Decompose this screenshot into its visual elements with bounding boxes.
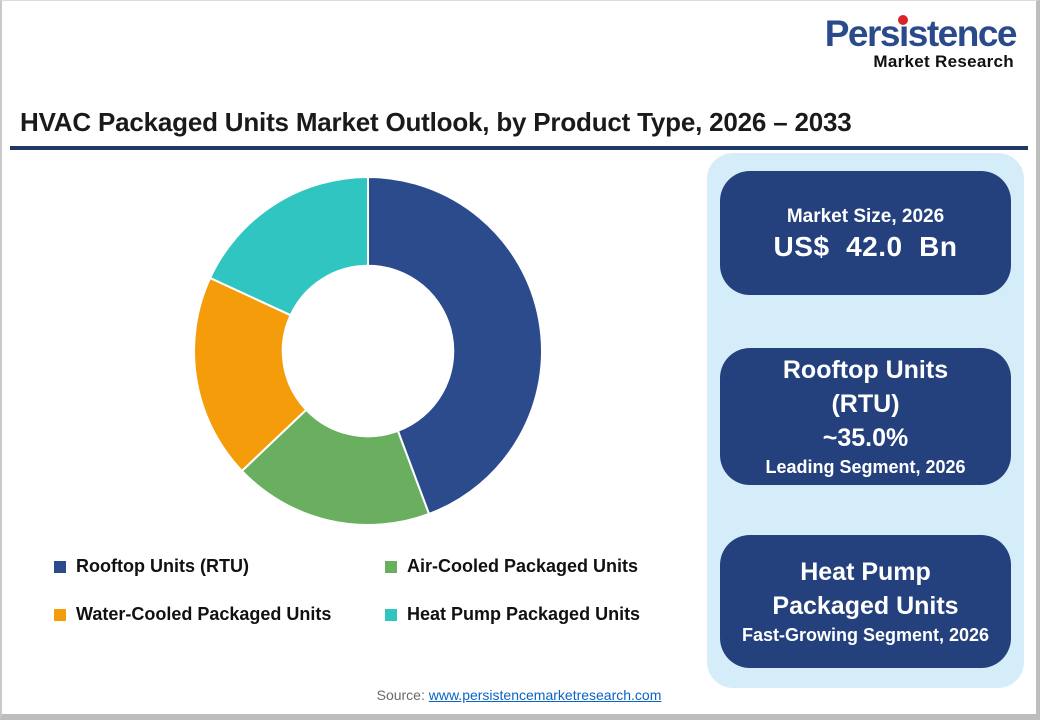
leading-segment-abbr: (RTU) (831, 390, 900, 418)
legend-item-water-cooled: Water-Cooled Packaged Units (54, 603, 385, 625)
chart-legend: Rooftop Units (RTU) Air-Cooled Packaged … (54, 555, 640, 625)
legend-swatch-icon (385, 560, 397, 573)
source-link[interactable]: www.persistencemarketresearch.com (428, 687, 662, 703)
fast-growing-segment-name-line2: Packaged Units (772, 592, 959, 620)
legend-label: Rooftop Units (RTU) (76, 555, 249, 576)
leading-segment-card: Rooftop Units (RTU) ~35.0% Leading Segme… (720, 348, 1011, 485)
market-size-card: Market Size, 2026 US$ 42.0 Bn (720, 171, 1011, 295)
legend-swatch-icon (54, 608, 66, 621)
source-line: Source: www.persistencemarketresearch.co… (2, 687, 1036, 703)
donut-segment-heat-pump-packaged-units (209, 176, 369, 317)
donut-segment-water-cooled-packaged-units (193, 276, 308, 472)
title-underline (10, 146, 1028, 150)
brand-name-i-letter: i (898, 13, 909, 54)
legend-item-air-cooled: Air-Cooled Packaged Units (385, 555, 640, 577)
legend-swatch-icon (385, 608, 397, 621)
brand-name: Persi stence (824, 13, 1018, 54)
legend-item-rooftop-units: Rooftop Units (RTU) (54, 555, 385, 577)
source-label: Source: (376, 687, 425, 703)
brand-logo: Persi stence Market Research (824, 13, 1018, 71)
brand-tagline: Market Research (873, 52, 1014, 71)
leading-segment-share: ~35.0% (822, 424, 909, 452)
donut-segment-air-cooled-packaged-units (240, 408, 430, 526)
brand-name-pre: Pers (824, 13, 901, 54)
legend-label: Water-Cooled Packaged Units (76, 603, 332, 624)
legend-swatch-icon (54, 560, 66, 573)
legend-item-heat-pump: Heat Pump Packaged Units (385, 603, 640, 625)
logo-red-dot-icon (898, 15, 909, 25)
donut-segment-rooftop-units-rtu (367, 176, 543, 515)
donut-chart (193, 176, 543, 526)
fast-growing-segment-name-line1: Heat Pump (800, 558, 931, 586)
market-size-value: US$ 42.0 Bn (773, 230, 958, 262)
highlights-panel: Market Size, 2026 US$ 42.0 Bn Rooftop Un… (707, 153, 1024, 688)
legend-label: Air-Cooled Packaged Units (407, 555, 639, 576)
leading-segment-caption: Leading Segment, 2026 (765, 457, 966, 477)
legend-label: Heat Pump Packaged Units (407, 603, 641, 624)
brand-name-i: i (898, 13, 909, 54)
fast-growing-segment-card: Heat Pump Packaged Units Fast-Growing Se… (720, 535, 1011, 668)
page-title: HVAC Packaged Units Market Outlook, by P… (20, 107, 852, 137)
brand-name-post: stence (907, 13, 1018, 54)
fast-growing-segment-caption: Fast-Growing Segment, 2026 (741, 625, 990, 645)
market-size-label: Market Size, 2026 (786, 205, 945, 227)
leading-segment-name: Rooftop Units (782, 356, 949, 384)
